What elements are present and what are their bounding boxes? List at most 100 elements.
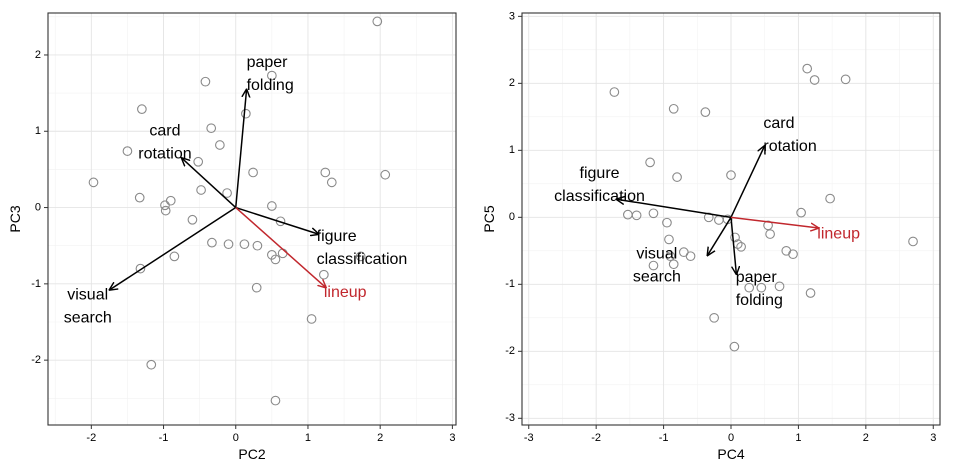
arrow-label: classification [554,188,645,205]
data-point [765,229,775,239]
loading-arrows: card rotation figure classification visual se… [554,115,860,309]
loading-arrow [616,199,732,219]
axes: -3 -2 -1 0 1 2 3 -3 -2 -1 0 1 2 3 PC4 PC5 [481,10,936,462]
arrow-label: figure [317,228,357,245]
loading-arrow [235,206,319,235]
data-point [241,108,251,119]
data-point [840,74,851,85]
data-point [193,156,204,167]
data-point [207,237,217,248]
data-point [825,193,835,204]
data-point [215,140,225,150]
arrow-label: folding [736,292,783,309]
x-axis-title: PC2 [238,446,265,462]
data-point [372,16,383,27]
y-axis-title: PC5 [481,205,497,232]
data-point [270,395,281,406]
data-point [88,177,99,188]
data-point [137,104,147,114]
data-point [135,263,146,274]
loading-arrow [730,216,819,228]
data-point [729,341,740,352]
data-point [196,185,206,195]
data-point [703,212,714,223]
x-tick-label: -2 [591,432,601,444]
data-point [355,251,366,262]
x-tick-label: 1 [305,432,311,444]
loading-arrow [182,158,237,209]
data-point [160,200,170,211]
arrow-label: classification [317,251,408,268]
data-point [744,282,755,293]
x-tick-label: -1 [659,432,669,444]
data-point [187,214,198,225]
x-tick-label: 0 [728,432,734,444]
x-tick-label: -1 [159,432,169,444]
y-tick-label: 2 [35,49,41,61]
data-point [609,87,620,97]
data-point [672,172,682,182]
biplot-panel-pc4-pc5: card rotation figure classification visual se… [481,10,941,462]
axes: -2 -1 0 1 2 3 -2 -1 0 1 2 PC2 PC3 [7,49,455,462]
x-tick-label: 3 [449,432,455,444]
plot-area [48,13,456,425]
data-point [169,251,180,262]
loading-arrows: paper folding card rotation figure classifica… [64,54,408,327]
data-point [763,220,773,231]
data-point [222,188,232,198]
data-point [805,288,816,298]
y-tick-label: -3 [505,412,515,424]
arrow-label: visual [67,287,108,304]
loading-arrow [707,216,732,255]
y-tick-label: -2 [31,354,41,366]
y-axis-title: PC3 [7,205,23,232]
data-point [645,157,655,168]
arrow-label: search [64,310,112,327]
y-tick-label: 3 [509,10,515,22]
x-tick-label: -3 [524,432,534,444]
arrow-label: lineup [817,225,860,242]
arrow-label: search [633,268,681,285]
data-point [134,192,145,203]
data-point [251,282,262,293]
y-tick-label: 1 [509,144,515,156]
data-point [736,241,746,252]
x-tick-label: 3 [930,432,936,444]
x-tick-label: 2 [377,432,383,444]
data-point [756,282,767,293]
data-point [662,217,672,228]
data-point [160,205,171,216]
data-point [320,167,331,178]
data-point [809,75,820,85]
loading-arrow [235,89,247,208]
x-tick-label: -2 [86,432,96,444]
x-tick-label: 1 [795,432,801,444]
y-tick-label: -2 [505,345,515,357]
x-axis-title: PC4 [717,446,744,462]
data-point [774,281,785,292]
data-point [700,107,711,117]
data-point [200,76,211,87]
data-point [664,234,674,245]
loading-arrow [730,146,765,218]
data-point [306,314,317,324]
data-point [665,251,676,262]
data-point [908,236,918,247]
data-point [726,170,736,180]
gridlines [48,13,456,425]
data-point [380,169,391,180]
data-point [270,254,281,265]
data-point [802,63,813,74]
arrow-label: rotation [763,138,816,155]
data-point [648,260,659,271]
loading-arrow [109,206,237,290]
arrow-label: folding [247,77,294,94]
biplot-panel-pc2-pc3: paper folding card rotation figure classifica… [7,12,457,462]
data-point [668,103,679,114]
data-point [668,259,679,270]
y-tick-label: 2 [509,77,515,89]
data-point [796,207,806,218]
arrow-label: visual [636,245,677,262]
data-point [267,201,277,211]
